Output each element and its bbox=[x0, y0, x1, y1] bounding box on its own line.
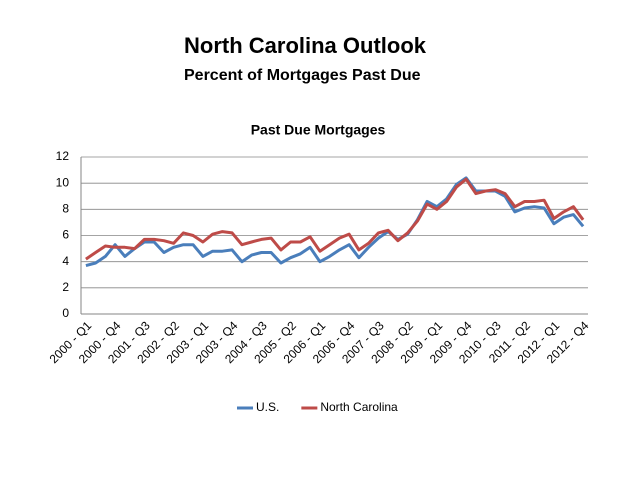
y-tick-label: 4 bbox=[62, 254, 69, 268]
slide-title: North Carolina Outlook bbox=[184, 33, 427, 58]
chart-title: Past Due Mortgages bbox=[251, 122, 386, 138]
y-tick-label: 0 bbox=[62, 306, 69, 320]
legend-label: North Carolina bbox=[320, 400, 398, 414]
y-tick-label: 10 bbox=[56, 175, 70, 189]
series-line bbox=[85, 176, 585, 268]
y-tick-label: 8 bbox=[62, 202, 69, 216]
legend-label: U.S. bbox=[256, 400, 279, 414]
series-line bbox=[85, 177, 585, 261]
y-tick-label: 2 bbox=[62, 280, 69, 294]
slide-subtitle: Percent of Mortgages Past Due bbox=[184, 67, 421, 84]
y-tick-label: 6 bbox=[62, 228, 69, 242]
y-tick-label: 12 bbox=[56, 149, 70, 163]
